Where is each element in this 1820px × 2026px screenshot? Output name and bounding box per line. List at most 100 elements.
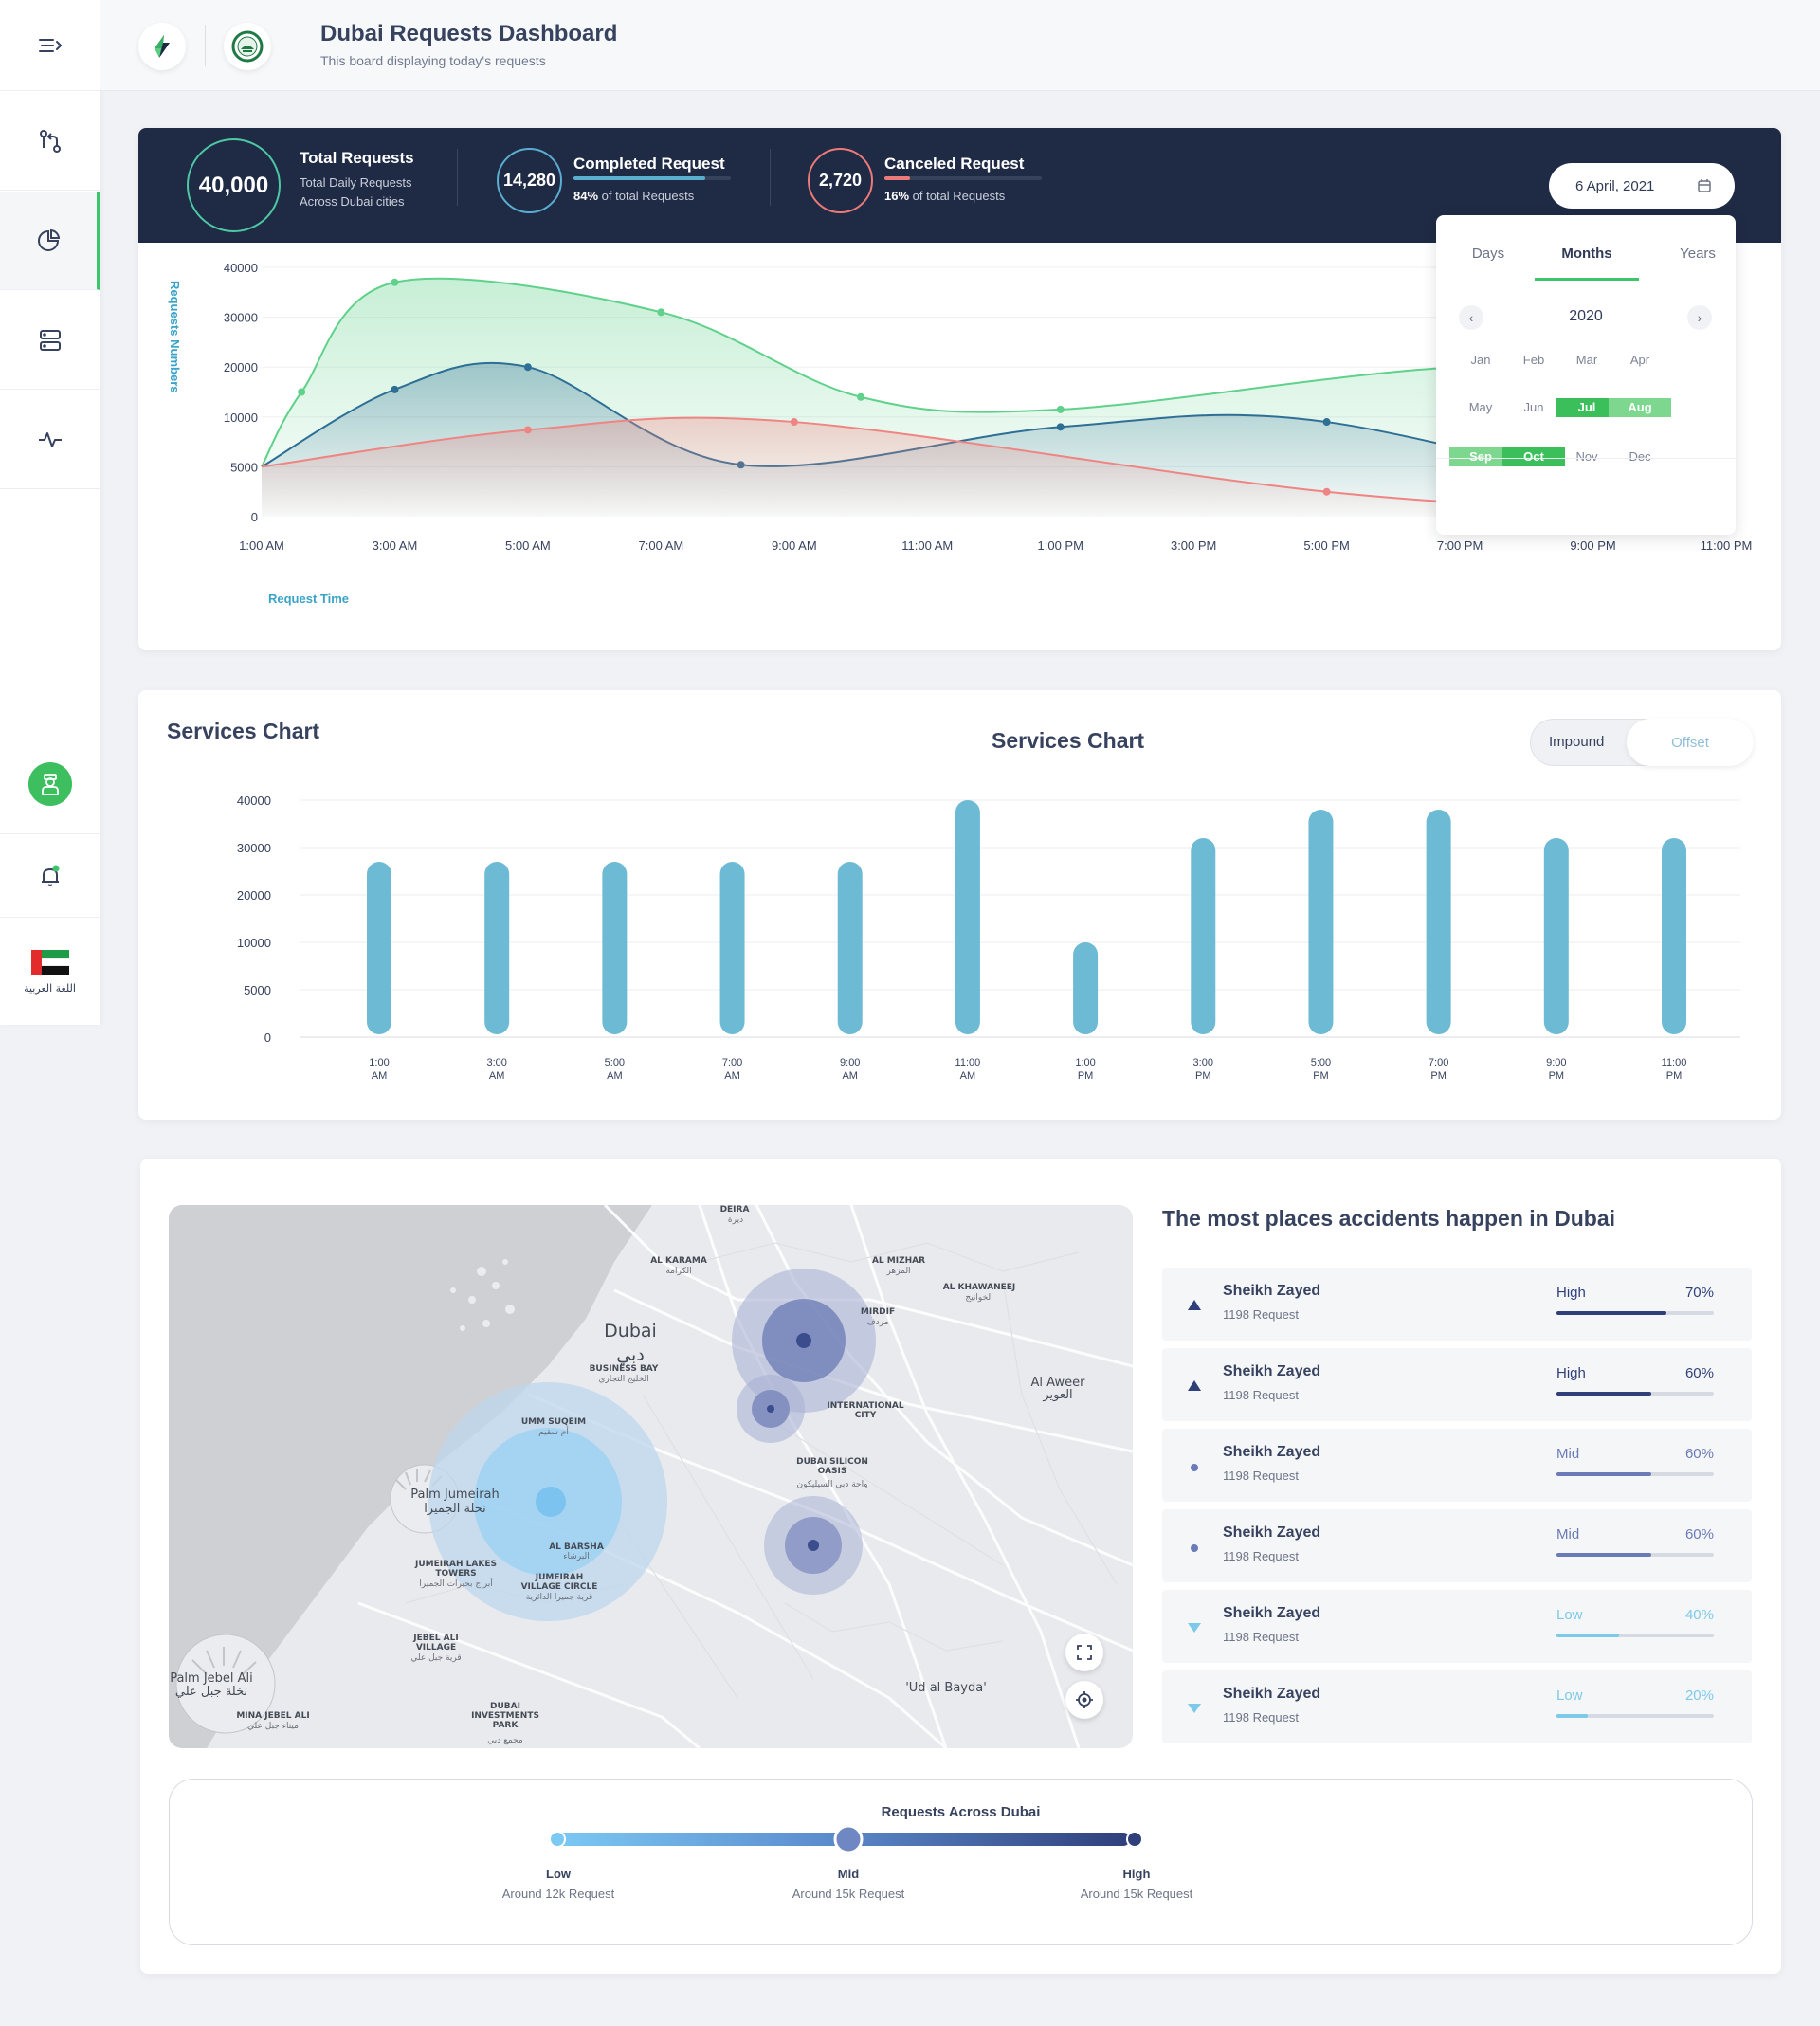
month-sep[interactable]: Sep [1449, 447, 1512, 466]
severity-level: Mid [1556, 1526, 1580, 1542]
list-item[interactable]: Sheikh Zayed 1198 Request Low 40% [1162, 1590, 1752, 1663]
triangle-down-icon [1188, 1623, 1201, 1633]
legend-low-marker [549, 1831, 566, 1848]
data-point [523, 363, 532, 372]
tab-years[interactable]: Years [1680, 246, 1716, 262]
severity-bar [1556, 1472, 1714, 1476]
month-dec[interactable]: Dec [1629, 449, 1651, 464]
data-point [657, 308, 665, 317]
x-tick-label: 5:00 [605, 1057, 625, 1068]
tab-days[interactable]: Days [1471, 246, 1505, 262]
map-label: JUMEIRAH LAKES TOWERS [415, 1560, 497, 1579]
dubai-map[interactable]: DEIRA ديرة AL KARAMA الكرامة AL MIZHAR المزهر… [169, 1205, 1133, 1748]
sidebar: اللغة العربية [0, 0, 100, 1025]
fullscreen-button[interactable] [1065, 1634, 1103, 1671]
date-picker-button[interactable]: 6 April, 2021 [1549, 163, 1735, 209]
x-tick-label: AM [607, 1070, 623, 1082]
month-mar[interactable]: Mar [1575, 353, 1598, 367]
menu-toggle-button[interactable] [0, 0, 100, 91]
map-label: DUBAI INVESTMENTS PARK [471, 1702, 539, 1730]
canceled-percent: 16% [884, 189, 910, 203]
legend-high-marker [1126, 1831, 1143, 1848]
map-label: أبراج بحيرات الجميرا [419, 1579, 493, 1589]
map-label: AL BARSHA [549, 1542, 604, 1552]
x-tick-label: AM [960, 1070, 976, 1082]
next-year-button[interactable]: › [1687, 305, 1712, 330]
month-jul[interactable]: Jul [1556, 398, 1618, 417]
services-bar-chart: 0 5000 10000 20000 30000 40000 1:00 AM 3:00 AM 5:0… [237, 794, 1740, 1082]
legend-mid-marker [833, 1824, 864, 1854]
x-axis-title: Request Time [268, 592, 349, 606]
y-tick-label: 30000 [237, 841, 271, 855]
prev-year-button[interactable]: ‹ [1459, 305, 1483, 330]
severity-level: Low [1556, 1607, 1583, 1623]
uae-flag-icon [30, 949, 69, 975]
bar [955, 800, 980, 1034]
total-requests-value: 40,000 [187, 138, 281, 232]
stats-divider [457, 149, 458, 206]
month-aug[interactable]: Aug [1609, 398, 1671, 417]
map-label: MINA JEBEL ALI [236, 1711, 310, 1721]
user-profile-button[interactable] [0, 735, 100, 834]
list-item[interactable]: Sheikh Zayed 1198 Request High 70% [1162, 1268, 1752, 1341]
place-name: Sheikh Zayed [1223, 1605, 1321, 1621]
services-title: Services Chart [167, 719, 320, 743]
map-label: أم سقيم [538, 1428, 569, 1437]
list-item[interactable]: Sheikh Zayed 1198 Request Mid 60% [1162, 1509, 1752, 1582]
month-feb[interactable]: Feb [1522, 353, 1545, 367]
data-point [298, 388, 306, 396]
map-background [169, 1205, 1133, 1748]
place-name: Sheikh Zayed [1223, 1283, 1321, 1299]
map-label: دبي [616, 1344, 645, 1365]
toggle-impound[interactable]: Impound [1549, 734, 1605, 750]
month-may[interactable]: May [1468, 400, 1493, 414]
map-label: واحة دبي السيليكون [796, 1480, 868, 1489]
place-name: Sheikh Zayed [1223, 1686, 1321, 1702]
map-label: AL MIZHAR [871, 1256, 926, 1266]
month-jan[interactable]: Jan [1470, 353, 1491, 367]
canceled-percent-line: 16% of total Requests [884, 187, 1005, 206]
language-switch[interactable]: اللغة العربية [0, 919, 100, 1025]
bell-icon [41, 865, 59, 886]
x-tick-label: 1:00 AM [239, 538, 284, 553]
month-nov[interactable]: Nov [1575, 449, 1598, 464]
map-label: MIRDIF [860, 1307, 896, 1317]
map-label: نخلة جبل علي [174, 1685, 248, 1699]
notifications-button[interactable] [0, 835, 100, 918]
list-item[interactable]: Sheikh Zayed 1198 Request Mid 60% [1162, 1429, 1752, 1502]
month-jun[interactable]: Jun [1523, 400, 1544, 414]
sidebar-item-servers[interactable] [0, 291, 100, 390]
month-apr[interactable]: Apr [1629, 353, 1650, 367]
x-tick-label: 3:00 [486, 1057, 506, 1068]
language-label: اللغة العربية [24, 981, 76, 995]
map-label: DEIRA [719, 1205, 750, 1214]
place-requests: 1198 Request [1223, 1469, 1299, 1483]
y-tick-label: 30000 [224, 311, 258, 325]
x-tick-label: 11:00 AM [901, 538, 953, 553]
list-item[interactable]: Sheikh Zayed 1198 Request High 60% [1162, 1348, 1752, 1421]
toggle-offset[interactable]: Offset [1627, 719, 1754, 766]
x-tick-label: 7:00 [1429, 1057, 1448, 1068]
severity-level: Mid [1556, 1446, 1580, 1462]
stats-divider [770, 149, 771, 206]
data-point [391, 278, 399, 286]
total-requests-line2: Across Dubai cities [300, 194, 405, 209]
sidebar-item-activity[interactable] [0, 391, 100, 489]
bar [1073, 942, 1099, 1034]
x-tick-label: PM [1430, 1070, 1447, 1082]
y-tick-label: 40000 [224, 261, 258, 275]
date-picker-popup: Days Months Years ‹ 2020 › Jan Feb Mar Apr M… [1436, 215, 1736, 535]
page-subtitle: This board displaying today's requests [320, 53, 546, 68]
services-chart-title: Services Chart [992, 728, 1145, 753]
accidents-title: The most places accidents happen in Duba… [1162, 1206, 1616, 1231]
locate-button[interactable] [1065, 1681, 1103, 1719]
sidebar-item-routes[interactable] [0, 92, 100, 191]
sidebar-item-analytics[interactable] [0, 192, 100, 290]
list-item[interactable]: Sheikh Zayed 1198 Request Low 20% [1162, 1670, 1752, 1743]
x-tick-label: 9:00 [840, 1057, 860, 1068]
place-requests: 1198 Request [1223, 1710, 1299, 1725]
tab-months[interactable]: Months [1561, 246, 1612, 262]
month-oct[interactable]: Oct [1502, 447, 1565, 466]
place-name: Sheikh Zayed [1223, 1524, 1321, 1541]
data-point [523, 426, 532, 434]
